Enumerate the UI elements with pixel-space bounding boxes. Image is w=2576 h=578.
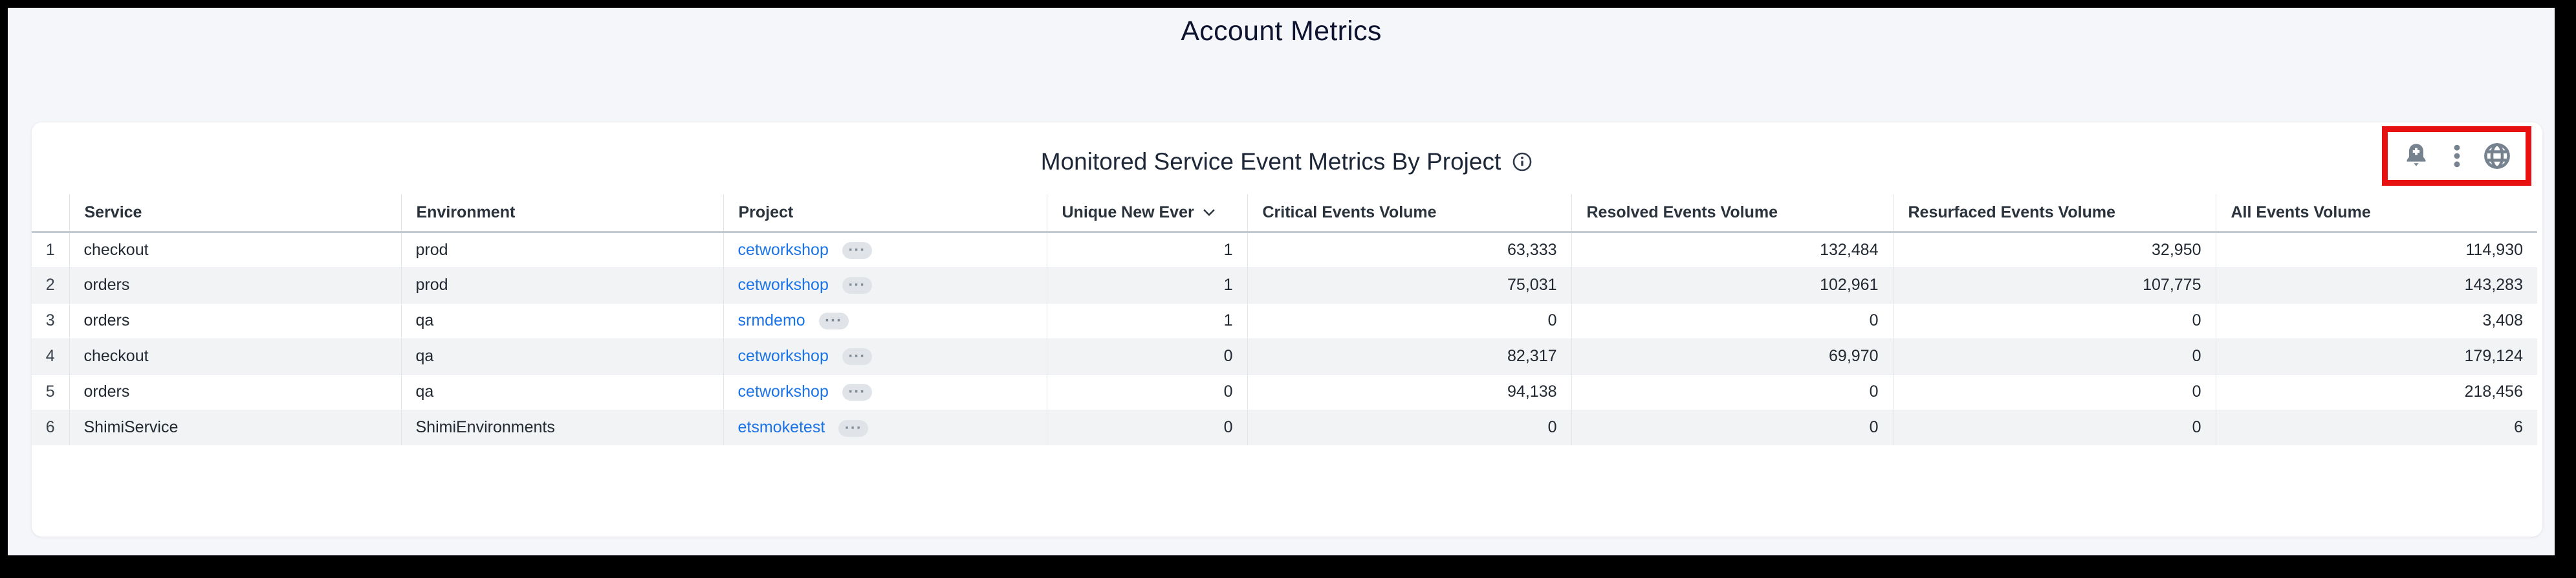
service-cell: orders — [69, 267, 401, 303]
critical-events-cell: 94,138 — [1247, 373, 1571, 410]
unique-new-events-cell: 0 — [1046, 409, 1247, 445]
all-events-cell: 3,408 — [2215, 302, 2537, 339]
service-cell: orders — [69, 302, 401, 339]
project-link[interactable]: srmdemo — [737, 311, 805, 329]
project-link[interactable]: etsmoketest — [737, 418, 825, 437]
resolved-events-cell: 102,961 — [1571, 267, 1893, 303]
service-cell: checkout — [69, 338, 401, 374]
critical-events-cell: 75,031 — [1247, 267, 1571, 303]
service-cell: orders — [69, 373, 401, 410]
column-header-unique-new-events[interactable]: Unique New Ever — [1046, 194, 1247, 233]
row-number: 1 — [45, 240, 55, 259]
row-number: 4 — [32, 338, 69, 374]
highlight-box — [2382, 126, 2531, 186]
resolved-events-cell: 0 — [1571, 373, 1893, 410]
add-alert-icon — [2401, 140, 2432, 172]
all-events-cell: 114,930 — [2215, 232, 2537, 267]
panel-menu-button[interactable] — [2443, 142, 2471, 170]
environment-cell: qa — [400, 373, 723, 410]
all-events-cell: 6 — [2215, 409, 2537, 445]
all-events-cell: 143,283 — [2215, 267, 2537, 303]
globe-icon — [2482, 140, 2513, 172]
resurfaced-events-cell: 0 — [1892, 373, 2216, 410]
resurfaced-events-cell: 107,775 — [1892, 267, 2216, 303]
row-number: 2 — [32, 267, 69, 303]
project-link[interactable]: cetworkshop — [737, 240, 829, 259]
resurfaced-events-cell: 0 — [1892, 302, 2216, 339]
project-cell: cetworkshop ··· — [723, 338, 1047, 374]
column-header-environment[interactable]: Environment — [400, 194, 723, 233]
environment-cell: qa — [400, 302, 723, 339]
unique-new-events-cell: 1 — [1046, 232, 1247, 267]
resolved-events-cell: 0 — [1571, 409, 1893, 445]
project-link[interactable]: cetworkshop — [737, 383, 829, 401]
project-cell: cetworkshop ··· — [723, 373, 1047, 410]
critical-events-cell: 0 — [1247, 302, 1571, 339]
all-events-cell: 218,456 — [2215, 373, 2537, 410]
resurfaced-events-cell: 32,950 — [1892, 232, 2216, 267]
row-number: 6 — [32, 409, 69, 445]
info-icon[interactable] — [1511, 151, 1533, 173]
project-cell: srmdemo ··· — [723, 302, 1047, 339]
metrics-panel: Monitored Service Event Metrics By Proje… — [32, 122, 2542, 537]
column-header-resurfaced[interactable]: Resurfaced Events Volume — [1892, 194, 2216, 233]
resurfaced-events-cell: 0 — [1892, 338, 2216, 374]
table-row: 5 orders qa cetworkshop ··· 0 94,138 0 0 — [32, 373, 2537, 410]
row-number: 3 — [32, 302, 69, 339]
table-row: 2 orders prod cetworkshop ··· 1 75,031 1… — [32, 267, 2537, 303]
column-header-project[interactable]: Project — [723, 194, 1047, 233]
service-cell: ShimiService — [69, 409, 401, 445]
column-header-all[interactable]: All Events Volume — [2215, 194, 2537, 233]
table-row: 3 orders qa srmdemo ··· 1 0 0 0 3,408 — [32, 302, 2537, 339]
resolved-events-cell: 0 — [1571, 302, 1893, 339]
page-title: Account Metrics — [1181, 16, 1382, 47]
environment-cell: prod — [400, 232, 723, 267]
ellipsis-icon[interactable]: ··· — [842, 241, 872, 259]
critical-events-cell: 63,333 — [1247, 232, 1571, 267]
add-alert-button[interactable] — [2401, 140, 2432, 172]
unique-new-events-cell: 0 — [1046, 338, 1247, 374]
ellipsis-icon[interactable]: ··· — [842, 384, 872, 401]
table-row: 6 ShimiService ShimiEnvironments etsmoke… — [32, 409, 2537, 445]
table-row: 4 checkout qa cetworkshop ··· 0 82,317 6… — [32, 338, 2537, 374]
environment-cell: ShimiEnvironments — [400, 409, 723, 445]
resurfaced-events-cell: 0 — [1892, 409, 2216, 445]
chevron-down-icon — [1202, 208, 1216, 217]
resolved-events-cell: 69,970 — [1571, 338, 1893, 374]
ellipsis-icon[interactable]: ··· — [842, 348, 872, 366]
project-cell: etsmoketest ··· — [723, 409, 1047, 445]
column-header-critical[interactable]: Critical Events Volume — [1247, 194, 1571, 233]
project-cell: cetworkshop ··· — [723, 267, 1047, 303]
service-cell: checkout — [69, 232, 401, 267]
column-header-service[interactable]: Service — [69, 194, 401, 233]
ellipsis-icon[interactable]: ··· — [818, 313, 849, 330]
panel-title-row: Monitored Service Event Metrics By Proje… — [32, 148, 2542, 175]
critical-events-cell: 0 — [1247, 409, 1571, 445]
resolved-events-cell: 132,484 — [1571, 232, 1893, 267]
table-row: 1 checkout prod cetworkshop ··· 1 63,333… — [32, 232, 2537, 267]
environment-cell: prod — [400, 267, 723, 303]
all-events-cell: 179,124 — [2215, 338, 2537, 374]
project-link[interactable]: cetworkshop — [737, 347, 829, 365]
column-header-rownum — [32, 194, 69, 233]
unique-new-events-cell: 0 — [1046, 373, 1247, 410]
project-link[interactable]: cetworkshop — [737, 276, 829, 294]
unique-new-events-cell: 1 — [1046, 302, 1247, 339]
panel-title: Monitored Service Event Metrics By Proje… — [1040, 148, 1501, 175]
ellipsis-icon[interactable]: ··· — [838, 419, 869, 437]
metrics-table: Service Environment Project Unique New E… — [32, 194, 2537, 445]
globe-button[interactable] — [2482, 140, 2513, 172]
ellipsis-icon[interactable]: ··· — [842, 277, 872, 295]
critical-events-cell: 82,317 — [1247, 338, 1571, 374]
unique-new-events-cell: 1 — [1046, 267, 1247, 303]
environment-cell: qa — [400, 338, 723, 374]
header-row: Service Environment Project Unique New E… — [32, 194, 2537, 233]
kebab-menu-icon — [2443, 142, 2471, 170]
project-cell: cetworkshop ··· — [723, 232, 1047, 267]
row-number: 5 — [32, 373, 69, 410]
dashboard-page: Account Metrics Monitored Service Event … — [8, 8, 2555, 555]
column-header-resolved[interactable]: Resolved Events Volume — [1571, 194, 1893, 233]
